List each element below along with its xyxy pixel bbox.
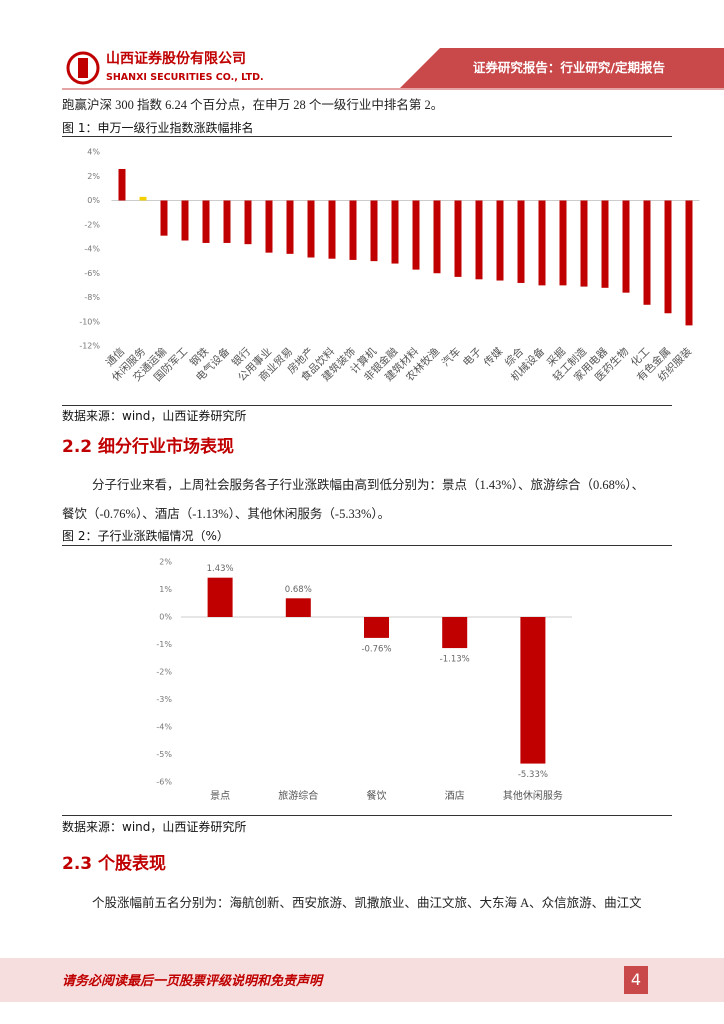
bar <box>364 617 389 638</box>
y-tick-label: -2% <box>156 668 172 677</box>
bar <box>265 200 273 253</box>
value-label: -5.33% <box>518 770 548 780</box>
x-tick-label: 其他休闲服务 <box>503 789 563 802</box>
rule <box>62 545 672 546</box>
x-tick-label: 旅游综合 <box>278 789 318 802</box>
value-label: -0.76% <box>361 644 391 654</box>
report-type: 证券研究报告：行业研究/定期报告 <box>473 60 666 75</box>
bar <box>664 200 672 314</box>
disclaimer: 请务必阅读最后一页股票评级说明和免责声明 <box>62 973 323 988</box>
value-label: 1.43% <box>207 564 234 574</box>
x-tick-label: 电子 <box>460 345 484 369</box>
y-tick-label: -4% <box>156 723 172 732</box>
logo-mark <box>78 58 88 78</box>
bar <box>622 200 630 293</box>
bar <box>496 200 504 281</box>
bar <box>517 200 525 283</box>
y-tick-label: -6% <box>84 269 100 278</box>
footer-band <box>0 958 724 1002</box>
bar <box>391 200 399 264</box>
x-tick-label: 餐饮 <box>367 789 387 802</box>
y-tick-label: -2% <box>84 220 100 229</box>
y-tick-label: -12% <box>79 342 100 351</box>
chart: 4%2%0%-2%-4%-6%-8%-10%-12% 通信休闲服务交通运输国防军工… <box>79 148 700 384</box>
bar <box>181 200 189 241</box>
figure-source: 数据来源：wind，山西证券研究所 <box>62 820 247 834</box>
y-tick-label: 4% <box>87 148 100 157</box>
paragraph: 个股涨幅前五名分别为：海航创新、西安旅游、凯撒旅业、曲江文旅、大东海 A、众信旅… <box>92 896 642 910</box>
y-tick-label: -1% <box>156 640 172 649</box>
figure-caption: 图 2：子行业涨跌幅情况（%） <box>62 529 229 543</box>
value-label: 0.68% <box>285 585 312 595</box>
bar <box>223 200 231 243</box>
bar <box>207 577 233 617</box>
value-label: -1.13% <box>440 655 470 665</box>
bar <box>520 617 546 764</box>
logo <box>66 51 100 85</box>
bar <box>307 200 315 258</box>
y-tick-label: 2% <box>87 172 100 181</box>
y-tick-label: -3% <box>156 695 172 704</box>
company-cn: 山西证券股份有限公司 <box>106 50 246 67</box>
paragraph: 餐饮（-0.76%）、酒店（-1.13%）、其他休闲服务（-5.33%）。 <box>62 507 391 521</box>
bar <box>601 200 609 288</box>
y-tick-label: -6% <box>156 778 172 787</box>
chart: 2% 1% 0% -1% -2% -3% -4% -5% -6% 景点 1.43% 旅游综合 0.68%… <box>156 558 572 802</box>
rule <box>62 136 672 137</box>
y-tick-label: 1% <box>159 585 172 594</box>
bar <box>580 200 588 287</box>
y-tick-label: -8% <box>84 293 100 302</box>
bar <box>328 200 336 259</box>
x-tick-label: 传媒 <box>481 345 505 369</box>
y-tick-label: -10% <box>79 317 100 326</box>
rule <box>62 405 672 406</box>
bar <box>244 200 252 245</box>
y-tick-label: 0% <box>159 613 172 622</box>
bar <box>454 200 462 277</box>
bar <box>285 598 311 617</box>
intro-text: 跑赢沪深 300 指数 6.24 个百分点，在申万 28 个一级行业中排名第 2… <box>62 98 444 112</box>
bar <box>442 617 468 649</box>
bar <box>118 168 126 201</box>
page-number: 4 <box>624 966 648 994</box>
x-tick-label: 景点 <box>210 790 230 802</box>
section-title: 2.2 细分行业市场表现 <box>62 437 235 457</box>
y-tick-label: -4% <box>84 245 100 254</box>
x-tick-label: 酒店 <box>445 789 465 802</box>
bar <box>286 200 294 254</box>
bar <box>370 200 378 262</box>
bar <box>643 200 651 305</box>
bar <box>139 196 147 201</box>
y-tick-label: 2% <box>159 558 172 567</box>
rule <box>62 815 672 816</box>
bar <box>160 200 168 236</box>
figure-caption: 图 1：申万一级行业指数涨跌幅排名 <box>62 121 254 135</box>
bar <box>685 200 693 326</box>
x-tick-label: 汽车 <box>439 345 463 369</box>
banner <box>400 48 724 88</box>
bar <box>475 200 483 280</box>
header: 山西证券股份有限公司 SHANXI SECURITIES CO., LTD. 证… <box>62 48 724 90</box>
company-en: SHANXI SECURITIES CO., LTD. <box>106 72 264 83</box>
bar <box>202 200 210 243</box>
y-tick-label: 0% <box>87 196 100 205</box>
bar <box>559 200 567 286</box>
figure-source: 数据来源：wind，山西证券研究所 <box>62 409 247 423</box>
bar <box>412 200 420 270</box>
bar <box>349 200 357 260</box>
bar <box>538 200 546 286</box>
section-title: 2.3 个股表现 <box>62 854 167 874</box>
paragraph: 分子行业来看，上周社会服务各子行业涨跌幅由高到低分别为：景点（1.43%）、旅游… <box>92 478 645 492</box>
bar <box>433 200 441 274</box>
y-tick-label: -5% <box>156 750 172 759</box>
